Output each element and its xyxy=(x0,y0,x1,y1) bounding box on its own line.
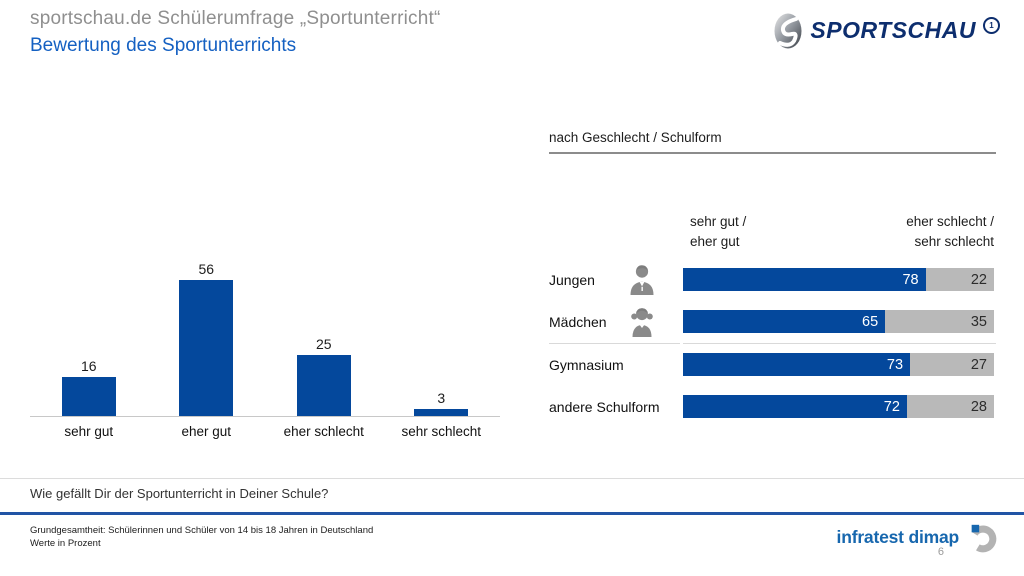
boy-icon xyxy=(627,263,657,295)
stacked-bar: 72 28 xyxy=(683,395,994,418)
bar-category-label: eher gut xyxy=(181,424,232,439)
bar xyxy=(179,280,234,416)
footer-blue-rule xyxy=(0,512,1024,515)
column-header-positive-line1: sehr gut / xyxy=(690,214,747,229)
bar-column: 16 xyxy=(30,358,148,416)
breakdown-panel: nach Geschlecht / Schulform sehr gut / e… xyxy=(549,130,996,430)
bar-column: 3 xyxy=(383,390,501,416)
breakdown-title-rule xyxy=(549,152,996,154)
bar xyxy=(296,355,351,416)
breakdown-row-label: Jungen xyxy=(549,271,595,288)
column-header-negative: eher schlecht / sehr schlecht xyxy=(906,212,994,253)
bar xyxy=(414,409,469,416)
positive-value-label: 78 xyxy=(902,271,919,288)
breakdown-row: andere Schulform 72 28 xyxy=(549,395,996,418)
breakdown-row: Gymnasium 73 27 xyxy=(549,353,996,376)
footnote-line2: Werte in Prozent xyxy=(30,537,101,549)
infratest-dimap-logo: infratest dimap xyxy=(837,522,998,554)
footnote: Grundgesamtheit: Schülerinnen und Schüle… xyxy=(30,525,373,551)
column-header-negative-line1: eher schlecht / xyxy=(906,214,994,229)
negative-segment: 35 xyxy=(885,310,994,333)
rating-bar-chart: 16 56 25 3 sehr gut eher gut eher schlecht seh… xyxy=(30,256,500,439)
breakdown-rows: Jungen 78 22 Mädchen 65 35 Gymnasium 73 27 ande… xyxy=(549,265,996,418)
negative-segment: 22 xyxy=(925,268,994,291)
stacked-bar: 78 22 xyxy=(683,268,994,291)
sportschau-globe-icon xyxy=(773,10,803,50)
bar-category-label: sehr schlecht xyxy=(401,424,482,439)
breakdown-row-label: andere Schulform xyxy=(549,398,660,415)
negative-value-label: 22 xyxy=(970,271,987,288)
page-number: 6 xyxy=(937,546,944,558)
sportschau-wordmark: SPORTSCHAU xyxy=(810,16,976,43)
group-divider-left xyxy=(549,343,680,344)
negative-value-label: 28 xyxy=(970,398,987,415)
positive-segment: 72 xyxy=(683,395,907,418)
ard-circle-icon: 1 xyxy=(983,16,1000,34)
negative-value-label: 27 xyxy=(970,356,987,373)
bar xyxy=(61,377,116,416)
survey-question: Wie gefällt Dir der Sportunterricht in D… xyxy=(30,486,329,501)
girl-icon xyxy=(627,305,657,337)
infratest-dimap-wordmark: infratest dimap xyxy=(836,527,960,547)
negative-segment: 28 xyxy=(906,395,994,418)
rating-chart-plot: 16 56 25 3 xyxy=(30,256,500,417)
bar-category-label: sehr gut xyxy=(64,424,114,439)
page-subtitle: Bewertung des Sportunterrichts xyxy=(30,35,297,56)
breakdown-row: Jungen 78 22 xyxy=(549,265,996,295)
bar-value-label: 56 xyxy=(198,261,215,277)
bar-category-label: eher schlecht xyxy=(283,424,364,439)
infratest-dimap-logo-icon xyxy=(966,522,998,554)
breakdown-section-title: nach Geschlecht / Schulform xyxy=(549,130,722,145)
breakdown-row-label: Mädchen xyxy=(549,313,607,330)
bar-column: 25 xyxy=(265,336,383,416)
stacked-bar: 65 35 xyxy=(683,310,994,333)
column-header-negative-line2: sehr schlecht xyxy=(914,234,994,250)
sportschau-logo: SPORTSCHAU 1 xyxy=(773,10,1000,50)
positive-segment: 73 xyxy=(683,353,911,376)
bar-value-label: 25 xyxy=(315,336,332,352)
column-header-positive: sehr gut / eher gut xyxy=(690,212,746,253)
positive-segment: 65 xyxy=(683,310,886,333)
bar-value-label: 16 xyxy=(80,358,97,374)
negative-segment: 27 xyxy=(910,353,994,376)
page-title: sportschau.de Schülerumfrage „Sportunter… xyxy=(30,8,441,29)
column-header-positive-line2: eher gut xyxy=(690,234,740,250)
group-divider-right xyxy=(683,343,996,344)
group-divider xyxy=(549,343,996,344)
bar-value-label: 3 xyxy=(437,390,446,406)
positive-value-label: 72 xyxy=(883,398,900,415)
negative-value-label: 35 xyxy=(970,313,987,330)
footnote-line1: Grundgesamtheit: Schülerinnen und Schüle… xyxy=(30,525,374,536)
rating-chart-labels: sehr gut eher gut eher schlecht sehr schlec… xyxy=(30,417,500,439)
positive-segment: 78 xyxy=(683,268,926,291)
positive-value-label: 65 xyxy=(862,313,879,330)
stacked-bar: 73 27 xyxy=(683,353,994,376)
breakdown-row: Mädchen 65 35 xyxy=(549,308,996,337)
question-divider xyxy=(0,478,1024,479)
bar-column: 56 xyxy=(148,261,266,416)
positive-value-label: 73 xyxy=(886,356,904,373)
breakdown-row-label: Gymnasium xyxy=(549,356,624,373)
